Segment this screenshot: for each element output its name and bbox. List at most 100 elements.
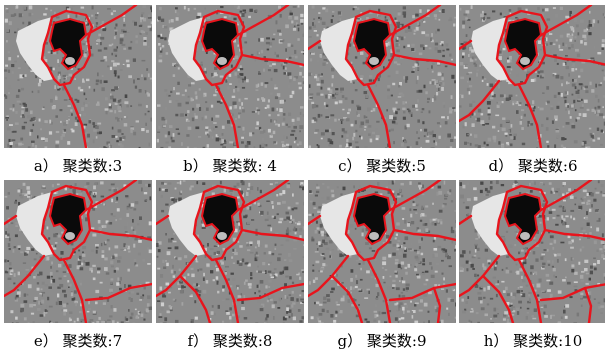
cluster-boundary-line xyxy=(236,5,290,37)
region-boundary xyxy=(40,184,94,262)
cluster-count-text: 聚类数:3 xyxy=(62,157,123,175)
cluster-count-text: 聚类数:6 xyxy=(517,157,578,175)
cluster-boundary-line xyxy=(543,53,605,66)
cluster-boundary-line xyxy=(156,214,170,226)
panel-caption: e） 聚类数:7 xyxy=(4,330,152,352)
cluster-boundary-line xyxy=(84,180,138,212)
panel-label: h） xyxy=(483,332,509,350)
segmentation-image xyxy=(4,180,152,323)
cluster-boundary-line xyxy=(392,228,456,242)
panel-caption: c） 聚类数:5 xyxy=(308,155,456,177)
region-boundary xyxy=(352,192,392,246)
region-boundary xyxy=(495,9,549,87)
panel-caption: f） 聚类数:8 xyxy=(156,330,304,352)
bright-region xyxy=(320,192,358,256)
cluster-count-text: 聚类数:5 xyxy=(366,157,426,175)
bright-spot xyxy=(65,57,75,65)
cluster-boundary-line xyxy=(84,5,138,37)
cluster-boundary-line xyxy=(388,5,442,37)
region-boundary xyxy=(48,192,88,246)
panel-e: e） 聚类数:7 xyxy=(4,180,152,350)
cluster-count-text: 聚类数:10 xyxy=(513,332,583,350)
bright-spot xyxy=(65,232,75,240)
panel-caption: b） 聚类数: 4 xyxy=(156,155,304,177)
dark-region xyxy=(505,19,541,69)
panel-f: f） 聚类数:8 xyxy=(156,180,304,350)
cluster-boundary-line xyxy=(214,83,240,148)
cluster-boundary-line xyxy=(388,180,442,212)
cluster-count-text: 聚类数:8 xyxy=(212,332,273,350)
region-boundary xyxy=(192,184,246,262)
bright-region xyxy=(16,192,54,256)
bright-region xyxy=(320,17,358,81)
region-boundary xyxy=(344,9,398,87)
region-boundary xyxy=(344,184,398,262)
cluster-boundary-line xyxy=(236,282,304,302)
cluster-boundary-line xyxy=(388,282,456,302)
bright-spot xyxy=(520,232,530,240)
cluster-boundary-line xyxy=(88,228,152,242)
cluster-boundary-line xyxy=(459,79,501,123)
cluster-boundary-line xyxy=(432,286,442,323)
panel-b: b） 聚类数: 4 xyxy=(156,5,304,175)
cluster-boundary-line xyxy=(308,254,350,298)
cluster-boundary-line xyxy=(240,53,304,67)
bright-spot xyxy=(369,57,379,65)
bright-region xyxy=(168,17,206,81)
cluster-boundary-line xyxy=(236,180,290,212)
region-boundary xyxy=(352,17,392,71)
bright-spot xyxy=(217,232,227,240)
panel-label: d） xyxy=(488,157,514,175)
segmentation-image xyxy=(156,5,304,148)
cluster-boundary-line xyxy=(156,254,198,298)
dark-region xyxy=(202,194,238,244)
region-boundary xyxy=(503,17,543,71)
cluster-boundary-line xyxy=(366,258,392,323)
dark-region xyxy=(202,19,238,69)
cluster-boundary-line xyxy=(481,274,515,323)
cluster-boundary-line xyxy=(4,214,18,226)
cluster-count-text: 聚类数: 4 xyxy=(212,157,277,175)
cluster-boundary-line xyxy=(330,274,364,323)
region-boundary xyxy=(48,17,88,71)
panel-d: d） 聚类数:6 xyxy=(459,5,605,175)
panel-g: g） 聚类数:9 xyxy=(308,180,456,350)
bright-spot xyxy=(520,57,530,65)
bright-spot xyxy=(217,57,227,65)
region-boundary xyxy=(495,184,549,262)
cluster-boundary-line xyxy=(308,214,322,226)
bright-region xyxy=(471,17,509,81)
cluster-boundary-line xyxy=(240,228,304,242)
cluster-boundary-line xyxy=(459,214,473,226)
region-boundary xyxy=(192,9,246,87)
cluster-boundary-line xyxy=(543,228,605,241)
bright-region xyxy=(471,192,509,256)
texture-noise xyxy=(156,180,304,323)
segmentation-image xyxy=(459,180,605,323)
cluster-boundary-line xyxy=(539,283,605,302)
segmentation-image xyxy=(308,5,456,148)
panel-label: c） xyxy=(338,157,362,175)
dark-region xyxy=(354,194,390,244)
texture-noise xyxy=(308,5,456,148)
cluster-boundary-line xyxy=(178,274,212,323)
segmentation-image xyxy=(4,5,152,148)
cluster-boundary-line xyxy=(214,258,240,323)
panel-c: c） 聚类数:5 xyxy=(308,5,456,175)
cluster-boundary-line xyxy=(459,39,473,51)
panel-caption: d） 聚类数:6 xyxy=(459,155,605,177)
segmentation-image xyxy=(459,5,605,148)
dark-region xyxy=(505,194,541,244)
bright-spot xyxy=(369,232,379,240)
cluster-boundary-line xyxy=(517,258,543,323)
panel-label: b） xyxy=(183,157,208,175)
panel-caption: a） 聚类数:3 xyxy=(4,155,152,177)
cluster-boundary-line xyxy=(392,53,456,67)
region-boundary xyxy=(503,192,543,246)
cluster-boundary-line xyxy=(62,83,88,148)
region-boundary xyxy=(200,17,240,71)
bright-region xyxy=(16,17,54,81)
panel-label: e） xyxy=(33,332,58,350)
cluster-boundary-line xyxy=(4,254,46,298)
